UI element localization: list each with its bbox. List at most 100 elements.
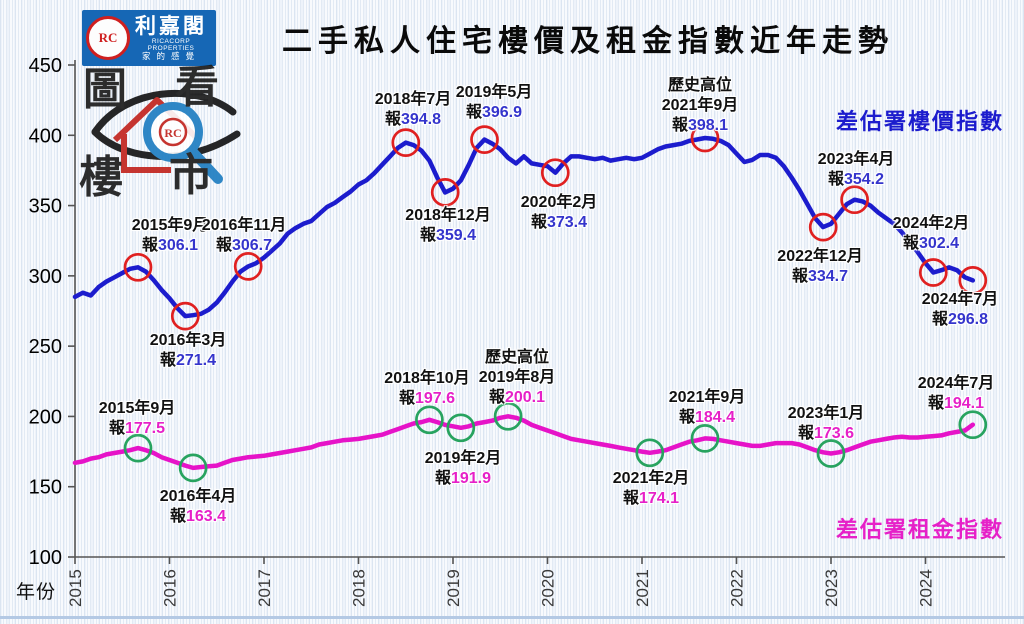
- annotation-value-line: 報191.9: [425, 469, 502, 489]
- annotation-value: 173.6: [813, 425, 855, 442]
- annotation-prefix: 報: [384, 111, 401, 128]
- annotation-label: 2016年11月報306.7: [202, 216, 287, 256]
- annotation-date: 2023年4月: [817, 151, 895, 168]
- annotation-value: 306.7: [231, 237, 273, 254]
- annotation-date: 2019年8月: [478, 369, 556, 386]
- highlight-circle: [178, 453, 208, 483]
- watermark-char-tu: 圖: [83, 65, 127, 114]
- annotation-date: 2015年9月: [98, 400, 176, 417]
- annotation-date: 2024年7月: [917, 375, 995, 392]
- annotation-prefix: 報: [108, 420, 125, 437]
- legend-price-index: 差估署樓價指數: [836, 109, 1005, 134]
- watermark-char-lou: 樓: [79, 153, 123, 202]
- annotation-label: 2016年3月 報271.4: [150, 331, 227, 371]
- highlight-circle: [635, 438, 665, 468]
- annotation-value-line: 報173.6: [788, 424, 865, 444]
- annotation-label: 2021年9月 報184.4: [669, 388, 746, 428]
- annotation-label: 2020年2月報373.4: [521, 193, 598, 233]
- price-index-line: [72, 135, 976, 319]
- annotation-date: 2020年2月: [520, 194, 598, 211]
- annotation-label: 歷史高位 2021年9月 報398.1: [662, 76, 739, 136]
- highlight-circle: [493, 401, 523, 431]
- y-axis-tick-label: 150: [29, 477, 62, 499]
- house-wall-icon: [121, 134, 171, 173]
- annotation-date: 2021年9月: [661, 97, 739, 114]
- annotation-value: 191.9: [450, 470, 492, 487]
- annotation-value-line: 報394.8: [375, 110, 452, 130]
- logo-name: 利嘉閣: [135, 14, 207, 38]
- highlight-circle: [918, 258, 948, 287]
- annotation-value-line: 報354.2: [818, 170, 895, 190]
- annotation-value-line: 報200.1: [479, 388, 556, 408]
- annotation-prefix: 報: [419, 227, 436, 244]
- annotation-value-line: 報396.9: [456, 103, 533, 123]
- highlight-circle: [808, 212, 838, 242]
- highlight-circle: [123, 433, 153, 463]
- annotation-date: 2016年3月: [149, 332, 227, 349]
- watermark-eye-graphic: RC: [91, 89, 241, 184]
- x-axis-tick-label: 2023: [822, 569, 841, 607]
- highlight-circle: [391, 128, 421, 157]
- annotation-value: 184.4: [694, 409, 736, 426]
- annotation-label: 2015年9月 報306.1: [132, 216, 209, 256]
- annotation-date: 2019年5月: [455, 84, 533, 101]
- magnifier-handle-icon: [188, 147, 223, 184]
- logo-subtitle: RICACORP PROPERTIES: [147, 37, 195, 52]
- watermark-monogram: RC: [164, 126, 181, 140]
- annotation-value-line: 報197.6: [384, 389, 469, 409]
- highlight-circle: [690, 424, 720, 453]
- x-axis-tick-label: 2024: [917, 569, 936, 607]
- annotation-prefix: 報: [931, 311, 948, 328]
- highlight-circle: [170, 301, 200, 331]
- annotation-date: 歷史高位: [484, 349, 549, 366]
- rent-index-line: [72, 414, 976, 471]
- annotation-prefix: 報: [530, 214, 547, 231]
- x-axis-tick-label: 2016: [161, 569, 180, 607]
- highlight-circle: [840, 185, 869, 215]
- annotation-date: 2024年7月: [921, 291, 999, 308]
- y-axis-tick-label: 400: [29, 125, 62, 147]
- highlight-circle: [123, 252, 153, 282]
- annotation-value: 373.4: [546, 214, 588, 231]
- annotation-value: 306.1: [157, 237, 199, 254]
- annotation-date: 2016年11月: [201, 217, 287, 234]
- logo-seal: RC: [86, 16, 130, 60]
- annotation-value-line: 報184.4: [669, 408, 746, 428]
- annotation-value: 302.4: [918, 235, 960, 252]
- ricacorp-logo: RC 利嘉閣 RICACORP PROPERTIES 家的感覺: [82, 10, 216, 66]
- annotation-value-line: 報306.1: [132, 236, 209, 256]
- annotation-date: 2018年10月: [384, 370, 470, 387]
- highlight-circle: [690, 123, 720, 153]
- annotation-date: 2018年12月: [405, 207, 491, 224]
- annotation-prefix: 報: [827, 171, 844, 188]
- annotation-label: 歷史高位 2019年8月 報200.1: [479, 348, 556, 408]
- annotation-value: 163.4: [185, 508, 227, 525]
- annotation-value-line: 報177.5: [99, 419, 176, 439]
- page-title: 二手私人住宅樓價及租金指數近年走勢: [282, 25, 894, 58]
- x-axis-tick-label: 2022: [728, 569, 747, 607]
- annotation-prefix: 報: [791, 268, 808, 285]
- highlight-circle: [958, 266, 988, 295]
- x-axis-tick-label: 2021: [633, 569, 652, 607]
- annotation-label: 2023年1月 報173.6: [788, 404, 865, 444]
- annotation-value: 354.2: [843, 171, 885, 188]
- annotation-prefix: 報: [927, 395, 944, 412]
- watermark-monogram-ring: [158, 117, 188, 147]
- annotation-label: 2023年4月 報354.2: [818, 150, 895, 190]
- annotation-prefix: 報: [797, 425, 814, 442]
- annotation-value: 396.9: [481, 104, 523, 121]
- annotation-value: 271.4: [175, 352, 217, 369]
- annotation-value-line: 報334.7: [777, 267, 862, 287]
- y-axis-tick-label: 350: [29, 196, 62, 218]
- highlight-circle: [540, 158, 570, 188]
- y-axis-tick-label: 300: [29, 266, 62, 288]
- logo-text-block: 利嘉閣 RICACORP PROPERTIES 家的感覺: [130, 15, 212, 62]
- annotation-label: 2015年9月 報177.5: [99, 399, 176, 439]
- annotation-value: 398.1: [687, 117, 729, 134]
- y-axis-tick-label: 250: [29, 336, 62, 358]
- annotation-prefix: 報: [215, 237, 232, 254]
- annotation-value: 177.5: [124, 420, 166, 437]
- highlight-circle: [816, 439, 846, 468]
